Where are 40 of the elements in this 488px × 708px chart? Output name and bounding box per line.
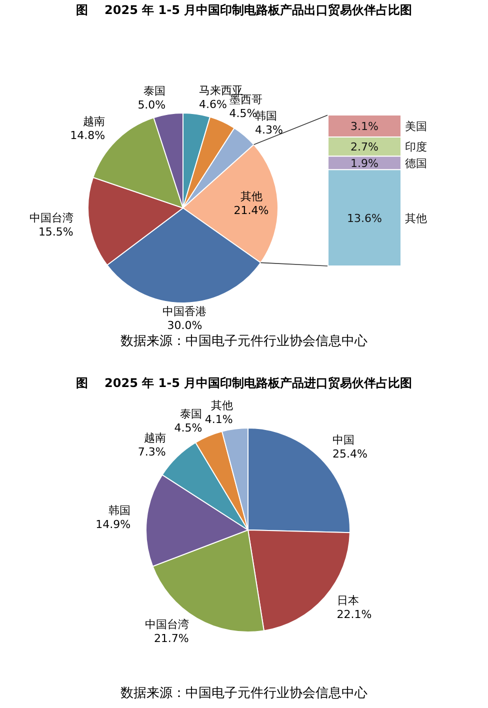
slice-label: 其他 — [240, 190, 262, 204]
series-label: 德国 — [405, 156, 427, 170]
slice-label: 泰国 — [144, 84, 166, 98]
data-label: 1.9% — [350, 156, 378, 170]
data-label: 4.5% — [174, 421, 202, 434]
data-label: 4.3% — [255, 124, 283, 137]
data-label: 15.5% — [38, 226, 74, 239]
data-label: 30.0% — [167, 318, 202, 332]
data-label: 7.3% — [138, 445, 166, 458]
data-label: 14.8% — [70, 128, 106, 142]
data-label: 4.6% — [198, 98, 227, 112]
data-label: 14.9% — [96, 518, 131, 531]
data-label: 21.7% — [154, 632, 189, 646]
slice-label: 泰国 — [180, 407, 202, 420]
data-label: 21.4% — [234, 204, 269, 218]
slice-label: 墨西哥 — [229, 93, 262, 106]
slice-label: 韩国 — [255, 110, 278, 123]
data-label: 25.4% — [332, 448, 368, 461]
slice-label: 中国台湾 — [29, 212, 74, 225]
slice-label: 日本 — [336, 594, 359, 607]
series-label: 美国 — [405, 120, 427, 133]
slice-label: 中国 — [332, 434, 354, 447]
data-label: 2.7% — [350, 140, 378, 154]
data-label: 4.1% — [204, 412, 233, 426]
series-label: 其他 — [405, 212, 427, 225]
chart-title: 图 2025 年 1-5 月中国印制电路板产品进口贸易伙伴占比图 — [76, 376, 412, 390]
slice-label: 越南 — [144, 431, 166, 444]
series-label: 印度 — [405, 140, 427, 154]
chart-title: 图 2025 年 1-5 月中国印制电路板产品出口贸易伙伴占比图 — [76, 3, 412, 17]
slice-label: 韩国 — [108, 504, 131, 517]
slice-label: 中国台湾 — [144, 618, 189, 632]
source-note: 数据来源：中国电子元件行业协会信息中心 — [120, 685, 368, 701]
data-label: 22.1% — [336, 608, 372, 621]
source-note: 数据来源：中国电子元件行业协会信息中心 — [120, 333, 368, 349]
slice-label: 其他 — [210, 398, 233, 412]
slice-label: 中国香港 — [162, 304, 207, 318]
data-label: 13.6% — [347, 212, 382, 225]
slice-label: 越南 — [83, 114, 106, 128]
data-label: 5.0% — [138, 98, 166, 112]
data-label: 3.1% — [350, 120, 378, 133]
